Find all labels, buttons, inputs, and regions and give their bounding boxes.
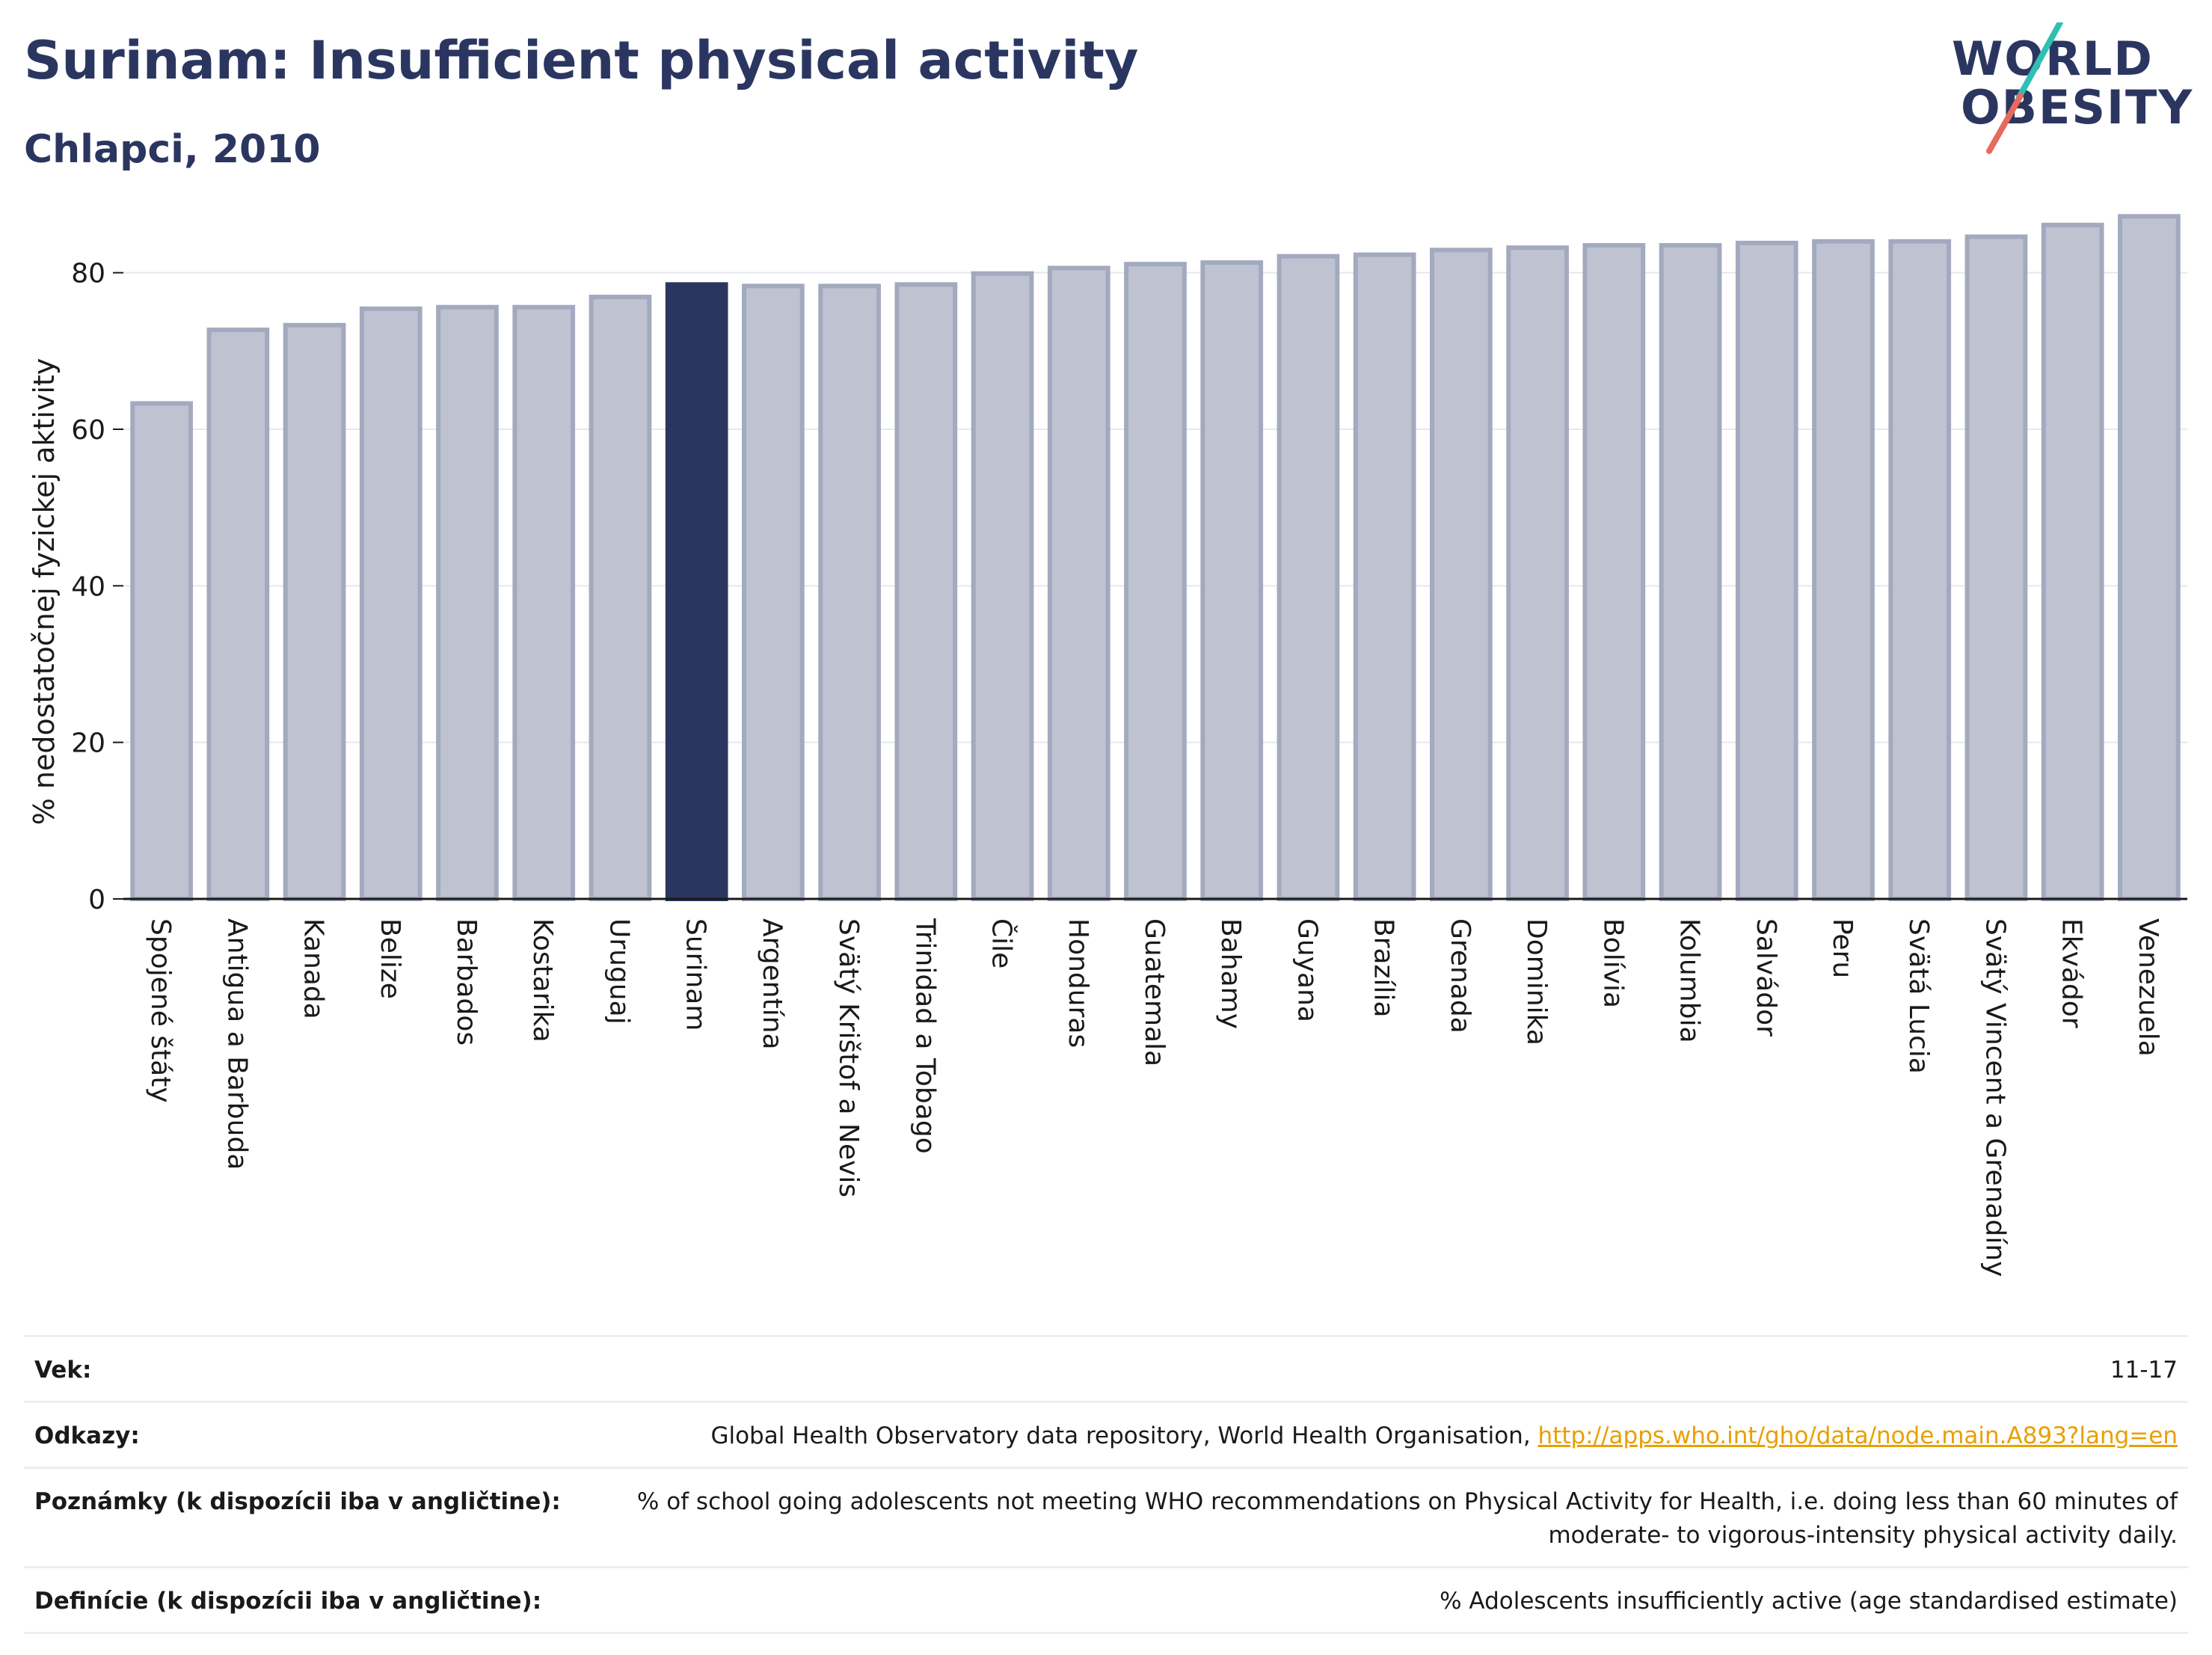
y-tick-label: 80 [71,259,105,289]
bar-guatemala [1124,262,1187,901]
bar-salv-dor [1735,240,1798,902]
x-tick-label: Kanada [298,918,329,1019]
x-tick-label: Bahamy [1215,918,1246,1029]
y-axis: 0 20 40 60 80 [71,259,2187,915]
x-tick-label: Argentína [757,918,787,1050]
bar-chart: 0 20 40 60 80 Spojené štáty Antigua a Barbuda… [28,214,2187,1277]
bar-bol-via [1582,243,1646,901]
x-tick-label: Kostarika [527,918,558,1043]
info-value: Global Health Observatory data repositor… [710,1422,1531,1449]
info-label: Poznámky (k dispozícii iba v angličtine)… [34,1487,561,1515]
bar-spojen-t-ty [130,401,193,901]
x-tick-label: Surinam [681,918,711,1031]
bar-kolumbia [1659,243,1722,901]
y-tick-label: 20 [71,728,105,759]
x-tick-label: Svätý Krištof a Nevis [833,918,864,1197]
info-label: Vek: [34,1357,92,1384]
bar-ekv-dor [2041,222,2104,901]
bar-surinam [665,282,728,902]
info-row-definitions: Definície (k dispozícii iba v angličtine… [24,1565,2188,1634]
x-tick-label: Kolumbia [1674,918,1705,1043]
info-table: Vek: 11-17 Odkazy: Global Health Observa… [24,1335,2188,1634]
bar-trinidad-a-tobago [894,282,958,902]
chart-title: Surinam: Insufficient physical activity [24,30,1139,91]
info-label: Definície (k dispozícii iba v angličtine… [34,1587,542,1615]
x-tick-label: Guatemala [1139,918,1170,1066]
x-tick-label: Antigua a Barbuda [221,918,252,1170]
bar-sv-t-kri-tof-a-nevis [818,283,881,901]
bar-bahamy [1200,260,1264,901]
bar-guyana [1276,254,1340,902]
y-tick-label: 40 [71,571,105,602]
x-tick-label: Grenada [1445,918,1475,1034]
chart-subtitle: Chlapci, 2010 [24,127,321,172]
x-tick-label: Belize [375,918,405,999]
bar-kanada [283,322,346,901]
x-tick-label: Čile [986,918,1018,968]
x-tick-label: Guyana [1291,918,1322,1022]
info-value: 11-17 [2110,1357,2178,1384]
bar--ile [971,271,1034,902]
info-row-notes: Poznámky (k dispozícii iba v angličtine)… [24,1466,2188,1566]
bar-uruguaj [589,295,652,901]
bar-sv-t-vincent-a-grenad-ny [1964,234,2028,901]
x-tick-label: Honduras [1063,918,1093,1048]
x-tick-label: Svätý Vincent a Grenadíny [1979,918,2010,1277]
info-label: Odkazy: [34,1422,140,1449]
x-tick-label: Spojené štáty [145,918,176,1103]
x-tick-label: Dominika [1521,918,1552,1045]
bar-barbados [436,304,499,902]
info-value-wrap: Global Health Observatory data repositor… [710,1419,2178,1453]
bar-peru [1812,239,1875,901]
bar-venezuela [2118,214,2181,902]
bar-belize [359,306,423,901]
world-obesity-logo: WORLD OBESITY [1952,22,2193,154]
info-row-age: Vek: 11-17 [24,1335,2188,1401]
x-tick-label: Peru [1827,918,1858,978]
bar-dominika [1506,245,1569,901]
info-value: % Adolescents insufficiently active (age… [1440,1587,2178,1615]
x-tick-label: Barbados [451,918,482,1045]
info-value: % of school going adolescents not meetin… [636,1487,2178,1549]
bar-sv-t-lucia [1888,239,1952,901]
x-tick-label: Brazília [1368,918,1399,1018]
x-tick-label: Venezuela [2133,918,2163,1057]
bars [130,214,2181,902]
y-tick-label: 60 [71,415,105,446]
x-tick-label: Ekvádor [2056,918,2087,1028]
bar-kostarika [512,304,576,902]
bar-braz-lia [1353,252,1416,901]
x-tick-label: Bolívia [1597,918,1628,1008]
x-tick-label: Salvádor [1751,918,1781,1037]
logo-line2: OBESITY [1961,80,2193,135]
x-tick-label: Trinidad a Tobago [909,918,940,1154]
y-tick-label: 0 [88,885,105,915]
bar-honduras [1047,265,1110,901]
bar-grenada [1430,248,1493,901]
bar-antigua-a-barbuda [206,328,270,902]
y-axis-label: % nedostatočnej fyzickej aktivity [28,358,61,826]
source-link[interactable]: http://apps.who.int/gho/data/node.main.A… [1537,1422,2178,1449]
info-row-references: Odkazy: Global Health Observatory data r… [24,1400,2188,1467]
x-tick-label: Uruguaj [603,918,634,1025]
x-tick-label: Svätá Lucia [1903,918,1934,1074]
bar-argent-na [742,283,805,901]
x-axis-labels: Spojené štáty Antigua a Barbuda Kanada Beli… [145,918,2163,1277]
